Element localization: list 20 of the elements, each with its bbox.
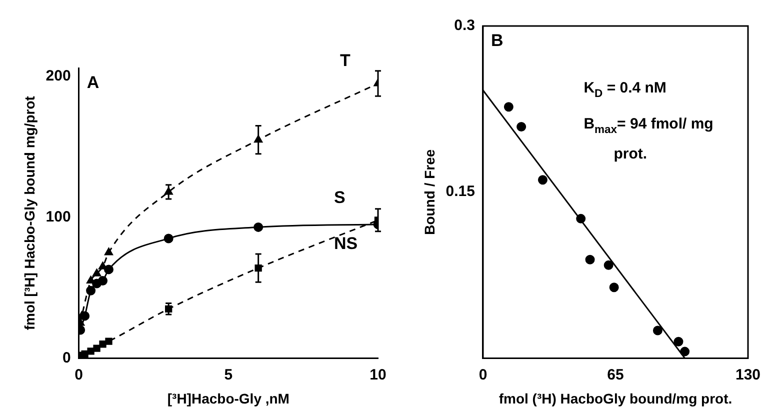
annotation: A [86,73,100,92]
x-axis-title: [³H]Hacbo-Gly ,nM [167,390,290,406]
x-tick-label: 65 [607,366,624,384]
x-tick-label: 10 [370,366,386,384]
series-label: NS [334,234,358,253]
y-tick-label: 0.15 [446,183,475,200]
x-tick-label: 5 [224,366,233,384]
y-tick-label: 0 [62,349,71,366]
x-tick-label: 130 [735,366,761,384]
annotation: B [490,31,504,50]
x-tick-label: 0 [74,366,83,384]
series-label: S [334,188,346,208]
x-axis-title: fmol (³H) HacboGly bound/mg prot. [498,390,732,406]
y-tick-label: 100 [46,208,71,226]
y-tick-label: 0.3 [454,17,475,34]
y-axis-title: Bound / Free [421,149,438,235]
x-tick-label: 0 [478,366,488,384]
y-axis-title: fmol [³H] Hacbo-Gly bound mg/prot [21,96,38,330]
series-label: T [340,51,351,70]
y-tick-label: 200 [46,68,71,85]
